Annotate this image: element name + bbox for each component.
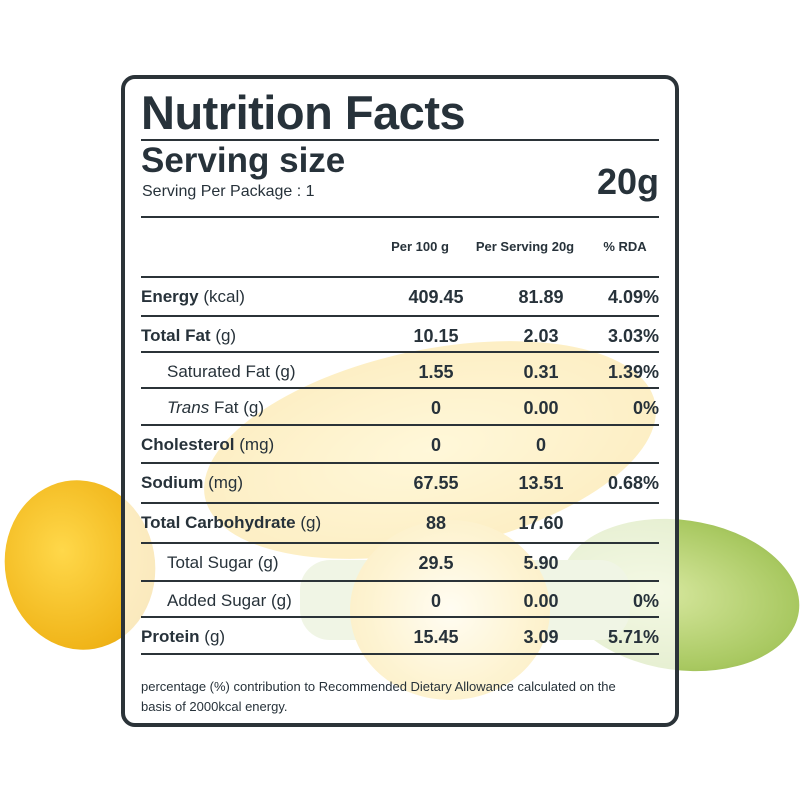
per-serving-value: 2.03 xyxy=(523,326,559,346)
nutrient-label: Cholesterol (mg) xyxy=(141,435,274,455)
per-100g-value: 88 xyxy=(425,513,447,533)
nutrient-unit: (kcal) xyxy=(203,287,245,306)
nutrient-name: Added Sugar xyxy=(167,591,267,610)
nutrient-label: Added Sugar (g) xyxy=(167,591,292,611)
nutrient-name: Total Fat xyxy=(141,326,211,345)
nutrient-unit: (g) xyxy=(274,362,296,381)
nutrient-unit: (g) xyxy=(215,326,237,345)
divider xyxy=(141,653,659,655)
nutrient-name: Energy xyxy=(141,287,199,306)
divider xyxy=(141,139,659,141)
per-100g-value: 15.45 xyxy=(413,627,459,647)
per-serving-value: 0.00 xyxy=(523,398,559,418)
column-header-per-serving: Per Serving 20g xyxy=(475,239,575,254)
per-100g-value: 409.45 xyxy=(408,287,464,307)
nutrient-name: Saturated Fat xyxy=(167,362,271,381)
rda-value: 5.71% xyxy=(607,627,659,647)
rda-value: 1.39% xyxy=(607,362,659,382)
per-100g-value: 0 xyxy=(430,591,441,611)
per-100g-value: 0 xyxy=(430,398,441,418)
rda-value: 0% xyxy=(632,398,659,418)
nutrient-unit: (mg) xyxy=(239,435,275,454)
rda-value: 4.09% xyxy=(607,287,659,307)
per-serving-value: 0.31 xyxy=(523,362,559,382)
divider xyxy=(141,424,659,426)
per-100g-value: 0 xyxy=(430,435,441,455)
nutrient-row: Protein (g) 15.45 3.09 5.71% xyxy=(141,619,659,655)
nutrient-label: Total Sugar (g) xyxy=(167,553,279,573)
nutrient-row: Sodium (mg) 67.55 13.51 0.68% xyxy=(141,465,659,501)
nutrient-name: Trans xyxy=(167,398,210,417)
column-header-rda: % RDA xyxy=(603,239,647,254)
nutrient-name: Total Sugar xyxy=(167,553,253,572)
nutrient-row: Added Sugar (g) 0 0.00 0% xyxy=(141,583,659,619)
nutrient-row: Cholesterol (mg) 0 0 xyxy=(141,427,659,463)
column-header-per-100g: Per 100 g xyxy=(391,239,449,254)
per-serving-value: 13.51 xyxy=(518,473,564,493)
nutrient-name: Protein xyxy=(141,627,200,646)
serving-size-value: 20g xyxy=(596,161,659,202)
nutrient-label: Energy (kcal) xyxy=(141,287,245,307)
divider xyxy=(141,542,659,544)
nutrient-unit: (g) xyxy=(204,627,226,646)
per-100g-value: 1.55 xyxy=(418,362,454,382)
divider xyxy=(141,580,659,582)
rda-value: 0% xyxy=(632,591,659,611)
divider xyxy=(141,387,659,389)
nutrient-label: Total Carbohydrate (g) xyxy=(141,513,321,533)
divider xyxy=(141,351,659,353)
nutrient-unit: (g) xyxy=(300,513,322,532)
per-serving-value: 0 xyxy=(535,435,546,455)
divider xyxy=(141,462,659,464)
rda-value: 3.03% xyxy=(607,326,659,346)
nutrient-name: Sodium xyxy=(141,473,204,492)
nutrient-row: Trans Fat (g) 0 0.00 0% xyxy=(141,390,659,426)
nutrient-label: Protein (g) xyxy=(141,627,225,647)
per-serving-value: 81.89 xyxy=(518,287,564,307)
nutrition-facts-panel: Nutrition Facts Serving size Serving Per… xyxy=(121,75,679,727)
divider xyxy=(141,502,659,504)
nutrient-unit: (g) xyxy=(257,553,279,572)
per-serving-value: 3.09 xyxy=(523,627,559,647)
nutrient-label: Total Fat (g) xyxy=(141,326,236,346)
nutrient-unit: (g) xyxy=(270,591,292,610)
nutrient-label: Trans Fat (g) xyxy=(167,398,264,418)
nutrient-row: Total Sugar (g) 29.5 5.90 xyxy=(141,545,659,581)
footnote: percentage (%) contribution to Recommend… xyxy=(141,679,616,714)
nutrient-unit: (mg) xyxy=(208,473,244,492)
divider xyxy=(141,216,659,218)
nutrient-row: Saturated Fat (g) 1.55 0.31 1.39% xyxy=(141,354,659,390)
nutrient-label: Sodium (mg) xyxy=(141,473,243,493)
divider xyxy=(141,276,659,278)
per-100g-value: 10.15 xyxy=(413,326,459,346)
rda-value: 0.68% xyxy=(607,473,659,493)
nutrient-unit: Fat (g) xyxy=(213,398,264,417)
per-serving-value: 0.00 xyxy=(523,591,559,611)
divider xyxy=(141,315,659,317)
nutrient-name: Cholesterol xyxy=(141,435,235,454)
per-serving-value: 17.60 xyxy=(518,513,564,533)
servings-per-package: Serving Per Package : 1 xyxy=(142,183,315,200)
nutrient-row: Total Fat (g) 10.15 2.03 3.03% xyxy=(141,318,659,354)
per-100g-value: 67.55 xyxy=(413,473,459,493)
serving-size-label: Serving size xyxy=(141,141,346,180)
divider xyxy=(141,616,659,618)
per-serving-value: 5.90 xyxy=(523,553,559,573)
nutrient-label: Saturated Fat (g) xyxy=(167,362,296,382)
nutrient-name: Total Carbohydrate xyxy=(141,513,296,532)
per-100g-value: 29.5 xyxy=(418,553,454,573)
nutrient-row: Energy (kcal) 409.45 81.89 4.09% xyxy=(141,279,659,315)
title: Nutrition Facts xyxy=(141,86,466,139)
nutrient-row: Total Carbohydrate (g) 88 17.60 xyxy=(141,505,659,541)
